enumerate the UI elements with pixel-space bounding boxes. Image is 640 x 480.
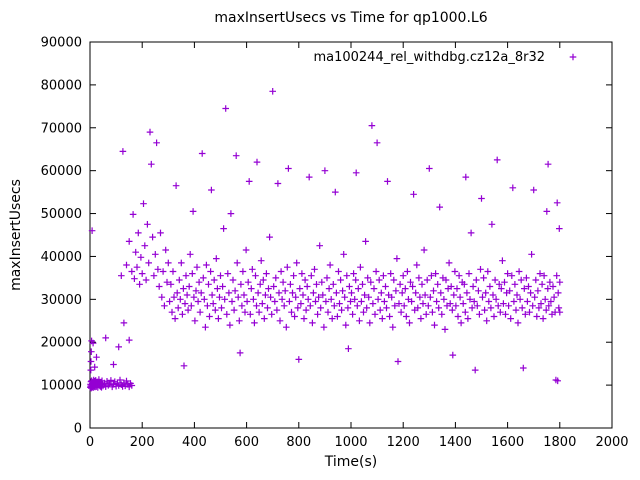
tick-label: 1200 bbox=[387, 435, 420, 450]
tick-label: 0 bbox=[74, 422, 82, 437]
chart-title: maxInsertUsecs vs Time for qp1000.L6 bbox=[214, 10, 487, 26]
tick-label: 800 bbox=[286, 435, 311, 450]
tick-label: 20000 bbox=[41, 336, 82, 351]
tick-label: 30000 bbox=[41, 293, 82, 308]
tick-label: 1400 bbox=[439, 435, 472, 450]
tick-label: 10000 bbox=[41, 379, 82, 394]
legend-label: ma100244_rel_withdbg.cz12a_8r32 bbox=[313, 50, 545, 65]
tick-label: 2000 bbox=[595, 435, 628, 450]
tick-label: 600 bbox=[234, 435, 259, 450]
legend-marker-icon bbox=[569, 53, 577, 61]
tick-label: 1800 bbox=[543, 435, 576, 450]
plot-border bbox=[89, 41, 613, 429]
x-axis-label: Time(s) bbox=[324, 454, 377, 470]
tick-label: 50000 bbox=[41, 207, 82, 222]
tick-label: 200 bbox=[130, 435, 155, 450]
tick-label: 0 bbox=[86, 435, 94, 450]
tick-label: 70000 bbox=[41, 121, 82, 136]
tick-label: 40000 bbox=[41, 250, 82, 265]
y-axis-label: maxInsertUsecs bbox=[8, 179, 24, 291]
tick-label: 1000 bbox=[334, 435, 367, 450]
tick-label: 60000 bbox=[41, 164, 82, 179]
tick-label: 1600 bbox=[491, 435, 524, 450]
tick-label: 400 bbox=[182, 435, 207, 450]
axis-tick-labels: 0 200 400 600 800 1000 1200 1400 1600 1800 2000010… bbox=[41, 36, 629, 451]
tick-label: 80000 bbox=[41, 78, 82, 93]
tick-label: 90000 bbox=[41, 36, 82, 51]
data-points bbox=[87, 88, 564, 392]
